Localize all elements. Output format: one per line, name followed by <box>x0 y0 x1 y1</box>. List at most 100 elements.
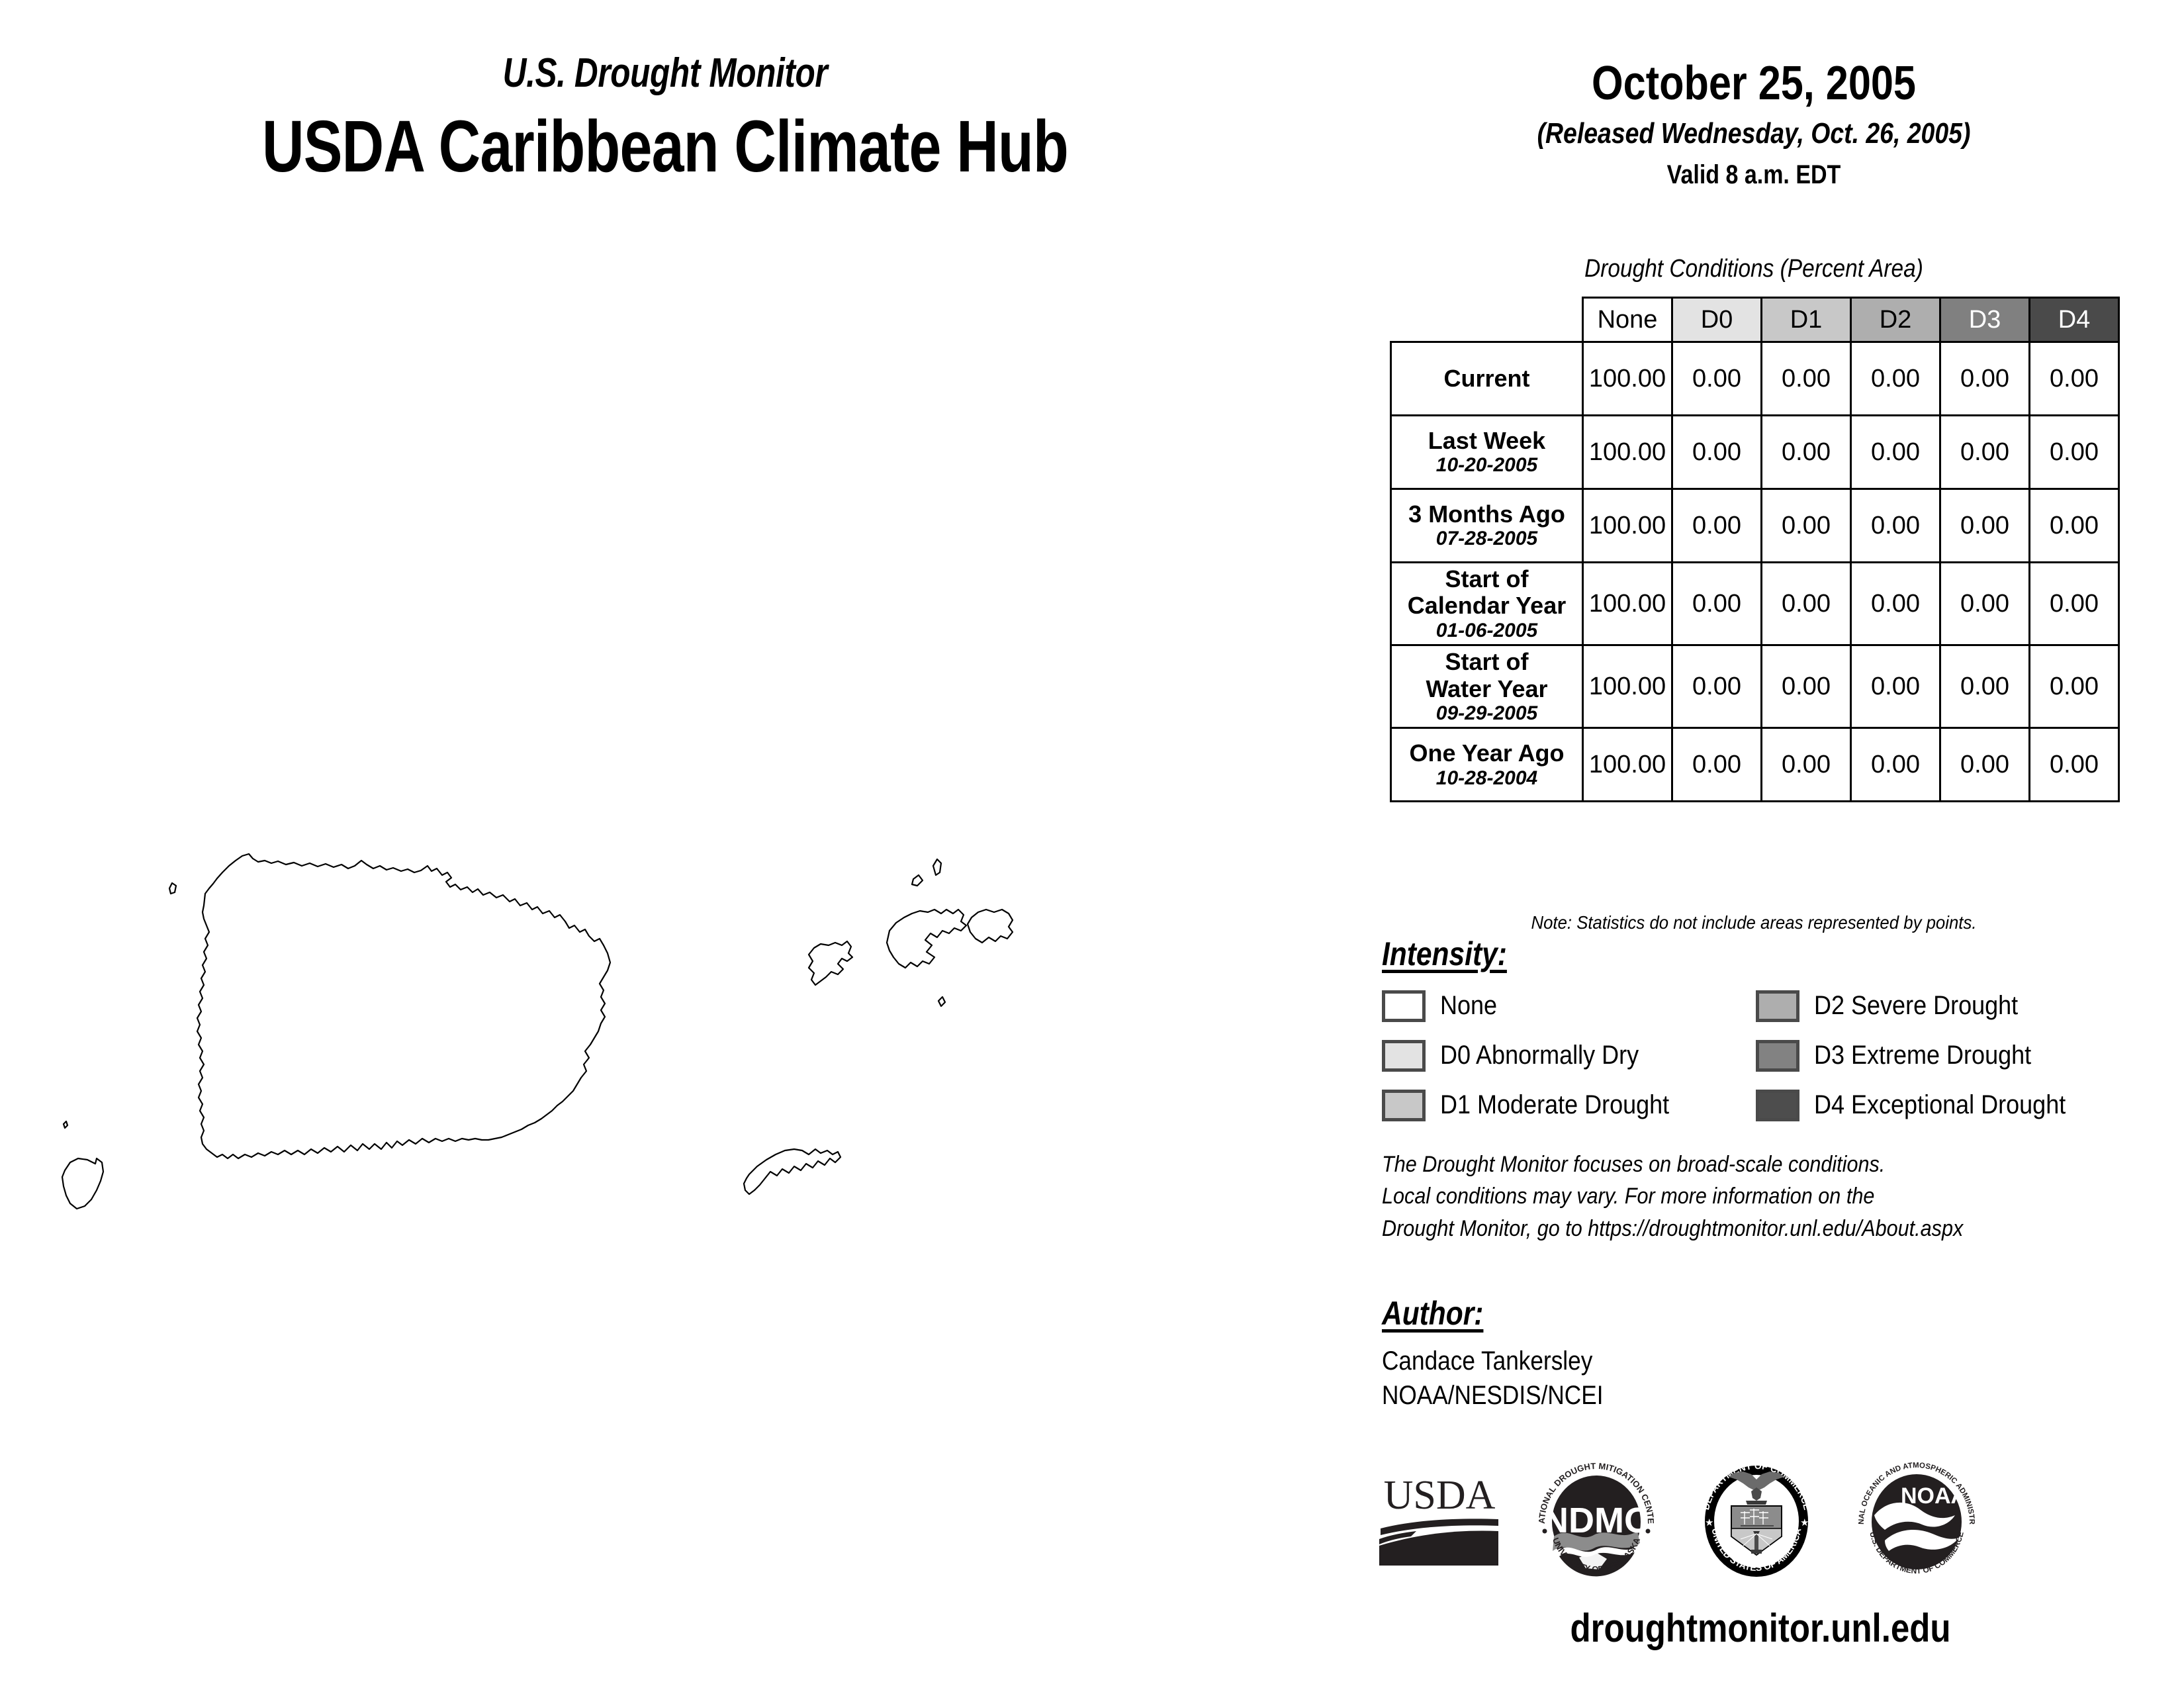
table-caption: Drought Conditions (Percent Area) <box>1584 255 1923 283</box>
row-label-line2: Calendar Year <box>1407 592 1567 620</box>
usda-logo[interactable]: USDA <box>1377 1472 1502 1574</box>
noaa-logo-svg: NOAA NATIONAL OCEANIC AND ATMOSPHERIC AD… <box>1848 1446 1976 1575</box>
legend-label-none: None <box>1440 991 1498 1020</box>
author-affiliation: NOAA/NESDIS/NCEI <box>1382 1381 1604 1410</box>
col-header-d0: D0 <box>1671 297 1762 343</box>
region-st-john <box>966 908 1014 944</box>
doc-seal[interactable]: DEPARTMENT OF COMMERCE UNITED STATES OF … <box>1690 1452 1823 1594</box>
row-label-title: 3 Months Ago <box>1408 500 1565 528</box>
author-block: Candace Tankersley NOAA/NESDIS/NCEI <box>1382 1344 1603 1413</box>
ndmc-logo[interactable]: NDMC NATIONAL DROUGHT MITIGATION CENTER … <box>1527 1444 1662 1594</box>
legend-swatch-d0 <box>1382 1039 1426 1072</box>
disclaimer-line-3: Drought Monitor, go to https://droughtmo… <box>1382 1215 1964 1241</box>
region-small-islet-1 <box>937 996 946 1008</box>
legend-label-d3: D3 Extreme Drought <box>1814 1041 2032 1070</box>
legend-item-d1[interactable]: D1 Moderate Drought <box>1382 1080 1756 1130</box>
left-panel: U.S. Drought Monitor USDA Caribbean Clim… <box>40 53 1337 1225</box>
release-date: (Released Wednesday, Oct. 26, 2005) <box>1537 117 1971 150</box>
doc-star-right: ★ <box>1800 1517 1809 1528</box>
cell-d0-4: 0.00 <box>1671 644 1762 729</box>
cell-none-4: 100.00 <box>1582 644 1673 729</box>
usda-logo-svg: USDA <box>1379 1473 1498 1566</box>
col-header-d2: D2 <box>1850 297 1941 343</box>
region-mona-island <box>61 1157 105 1210</box>
legend-item-d2[interactable]: D2 Severe Drought <box>1756 981 2130 1031</box>
region-hans-lollik <box>932 858 942 876</box>
cell-d0-5: 0.00 <box>1671 727 1762 803</box>
table-row: Start of Calendar Year 01-06-2005 100.00 0.0… <box>1390 561 2120 647</box>
cell-d4-2: 0.00 <box>2028 488 2120 563</box>
legend-label-d1: D1 Moderate Drought <box>1440 1090 1670 1119</box>
table-note: Note: Statistics do not include areas re… <box>1531 912 1977 933</box>
cell-d0-3: 0.00 <box>1671 561 1762 647</box>
row-label-3: Start of Calendar Year 01-06-2005 <box>1390 561 1584 647</box>
region-puerto-rico <box>196 853 612 1160</box>
region-st-thomas <box>886 908 968 969</box>
row-label-date: 10-28-2004 <box>1435 767 1538 789</box>
col-header-none: None <box>1582 297 1673 343</box>
legend-item-none[interactable]: None <box>1382 981 1756 1031</box>
disclaimer-text: The Drought Monitor focuses on broad-sca… <box>1382 1149 2097 1244</box>
cell-d3-1: 0.00 <box>1939 414 2030 490</box>
row-label-title: Current <box>1443 364 1530 392</box>
row-label-title: One Year Ago <box>1409 739 1565 767</box>
cell-d3-0: 0.00 <box>1939 341 2030 416</box>
intensity-legend: None D2 Severe Drought D0 Abnormally Dry… <box>1382 981 2169 1130</box>
header-corner-blank <box>1391 298 1583 342</box>
table-row: Start of Water Year 09-29-2005 100.00 0.00 0.… <box>1390 644 2120 729</box>
author-name: Candace Tankersley <box>1382 1346 1593 1376</box>
row-label-2: 3 Months Ago 07-28-2005 <box>1390 488 1584 563</box>
cell-d1-1: 0.00 <box>1760 414 1852 490</box>
cell-d4-4: 0.00 <box>2028 644 2120 729</box>
row-label-5: One Year Ago 10-28-2004 <box>1390 727 1584 803</box>
cell-d4-0: 0.00 <box>2028 341 2120 416</box>
row-label-line1: Start of <box>1445 565 1529 592</box>
disclaimer-line-2: Local conditions may vary. For more info… <box>1382 1184 1875 1209</box>
cell-none-5: 100.00 <box>1582 727 1673 803</box>
region-culebra <box>807 940 854 986</box>
legend-item-d4[interactable]: D4 Exceptional Drought <box>1756 1080 2130 1130</box>
row-label-line1: Start of <box>1445 648 1529 676</box>
table-row: One Year Ago 10-28-2004 100.00 0.00 0.00 0.00… <box>1390 727 2120 803</box>
cell-d4-3: 0.00 <box>2028 561 2120 647</box>
cell-d2-5: 0.00 <box>1850 727 1941 803</box>
ndmc-wordmark: NDMC <box>1543 1501 1650 1540</box>
doc-seal-svg: DEPARTMENT OF COMMERCE UNITED STATES OF … <box>1700 1460 1813 1577</box>
cell-d1-3: 0.00 <box>1760 561 1852 647</box>
legend-item-d3[interactable]: D3 Extreme Drought <box>1756 1031 2130 1080</box>
table-header-row: None D0 D1 D2 D3 D4 <box>1391 297 2120 343</box>
caribbean-map[interactable] <box>40 695 1337 1225</box>
drought-conditions-table: None D0 D1 D2 D3 D4 Current 100.00 0.00 0.0… <box>1390 297 2120 803</box>
noaa-logo[interactable]: NOAA NATIONAL OCEANIC AND ATMOSPHERIC AD… <box>1848 1446 1983 1594</box>
cell-none-3: 100.00 <box>1582 561 1673 647</box>
cell-none-1: 100.00 <box>1582 414 1673 490</box>
cell-none-0: 100.00 <box>1582 341 1673 416</box>
cell-d3-2: 0.00 <box>1939 488 2030 563</box>
legend-label-d0: D0 Abnormally Dry <box>1440 1041 1639 1070</box>
logo-row: USDA NDMC NATIONAL DROUGHT MITI <box>1377 1444 2158 1594</box>
disclaimer-line-1: The Drought Monitor focuses on broad-sca… <box>1382 1152 1886 1177</box>
doc-star-left: ★ <box>1705 1517 1713 1528</box>
region-small-cay-nw <box>168 882 177 895</box>
intensity-heading: Intensity: <box>1382 935 1507 972</box>
footer-url[interactable]: droughtmonitor.unl.edu <box>1570 1606 1951 1650</box>
cell-d0-2: 0.00 <box>1671 488 1762 563</box>
cell-d1-4: 0.00 <box>1760 644 1852 729</box>
cell-d3-4: 0.00 <box>1939 644 2030 729</box>
cell-d2-0: 0.00 <box>1850 341 1941 416</box>
map-svg <box>61 853 1014 1210</box>
region-vieques <box>743 1148 842 1196</box>
cell-d4-5: 0.00 <box>2028 727 2120 803</box>
noaa-wordmark: NOAA <box>1901 1483 1967 1509</box>
col-header-d1: D1 <box>1760 297 1852 343</box>
cell-d1-5: 0.00 <box>1760 727 1852 803</box>
row-label-1: Last Week 10-20-2005 <box>1390 414 1584 490</box>
cell-d0-1: 0.00 <box>1671 414 1762 490</box>
page-title: USDA Caribbean Climate Hub <box>262 106 1069 187</box>
legend-item-d0[interactable]: D0 Abnormally Dry <box>1382 1031 1756 1080</box>
table-row: 3 Months Ago 07-28-2005 100.00 0.00 0.00 0.00… <box>1390 488 2120 563</box>
legend-label-d2: D2 Severe Drought <box>1814 991 2019 1020</box>
col-header-d4: D4 <box>2028 297 2120 343</box>
row-label-date: 10-20-2005 <box>1435 454 1538 477</box>
row-label-4: Start of Water Year 09-29-2005 <box>1390 644 1584 729</box>
